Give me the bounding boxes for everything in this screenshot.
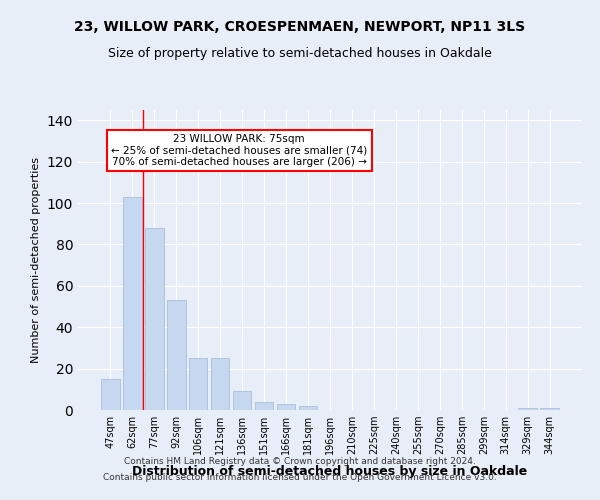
Bar xyxy=(101,379,119,410)
X-axis label: Distribution of semi-detached houses by size in Oakdale: Distribution of semi-detached houses by … xyxy=(133,466,527,478)
Bar xyxy=(299,406,317,410)
Bar xyxy=(167,300,185,410)
Bar xyxy=(123,197,142,410)
Text: Size of property relative to semi-detached houses in Oakdale: Size of property relative to semi-detach… xyxy=(108,48,492,60)
Text: Contains HM Land Registry data © Crown copyright and database right 2024.: Contains HM Land Registry data © Crown c… xyxy=(124,458,476,466)
Bar xyxy=(145,228,164,410)
Bar xyxy=(189,358,208,410)
Text: 23, WILLOW PARK, CROESPENMAEN, NEWPORT, NP11 3LS: 23, WILLOW PARK, CROESPENMAEN, NEWPORT, … xyxy=(74,20,526,34)
Text: 23 WILLOW PARK: 75sqm
← 25% of semi-detached houses are smaller (74)
70% of semi: 23 WILLOW PARK: 75sqm ← 25% of semi-deta… xyxy=(111,134,367,167)
Bar xyxy=(255,402,274,410)
Bar xyxy=(277,404,295,410)
Bar xyxy=(233,392,251,410)
Bar xyxy=(518,408,537,410)
Bar xyxy=(541,408,559,410)
Bar xyxy=(211,358,229,410)
Y-axis label: Number of semi-detached properties: Number of semi-detached properties xyxy=(31,157,41,363)
Text: Contains public sector information licensed under the Open Government Licence v3: Contains public sector information licen… xyxy=(103,472,497,482)
